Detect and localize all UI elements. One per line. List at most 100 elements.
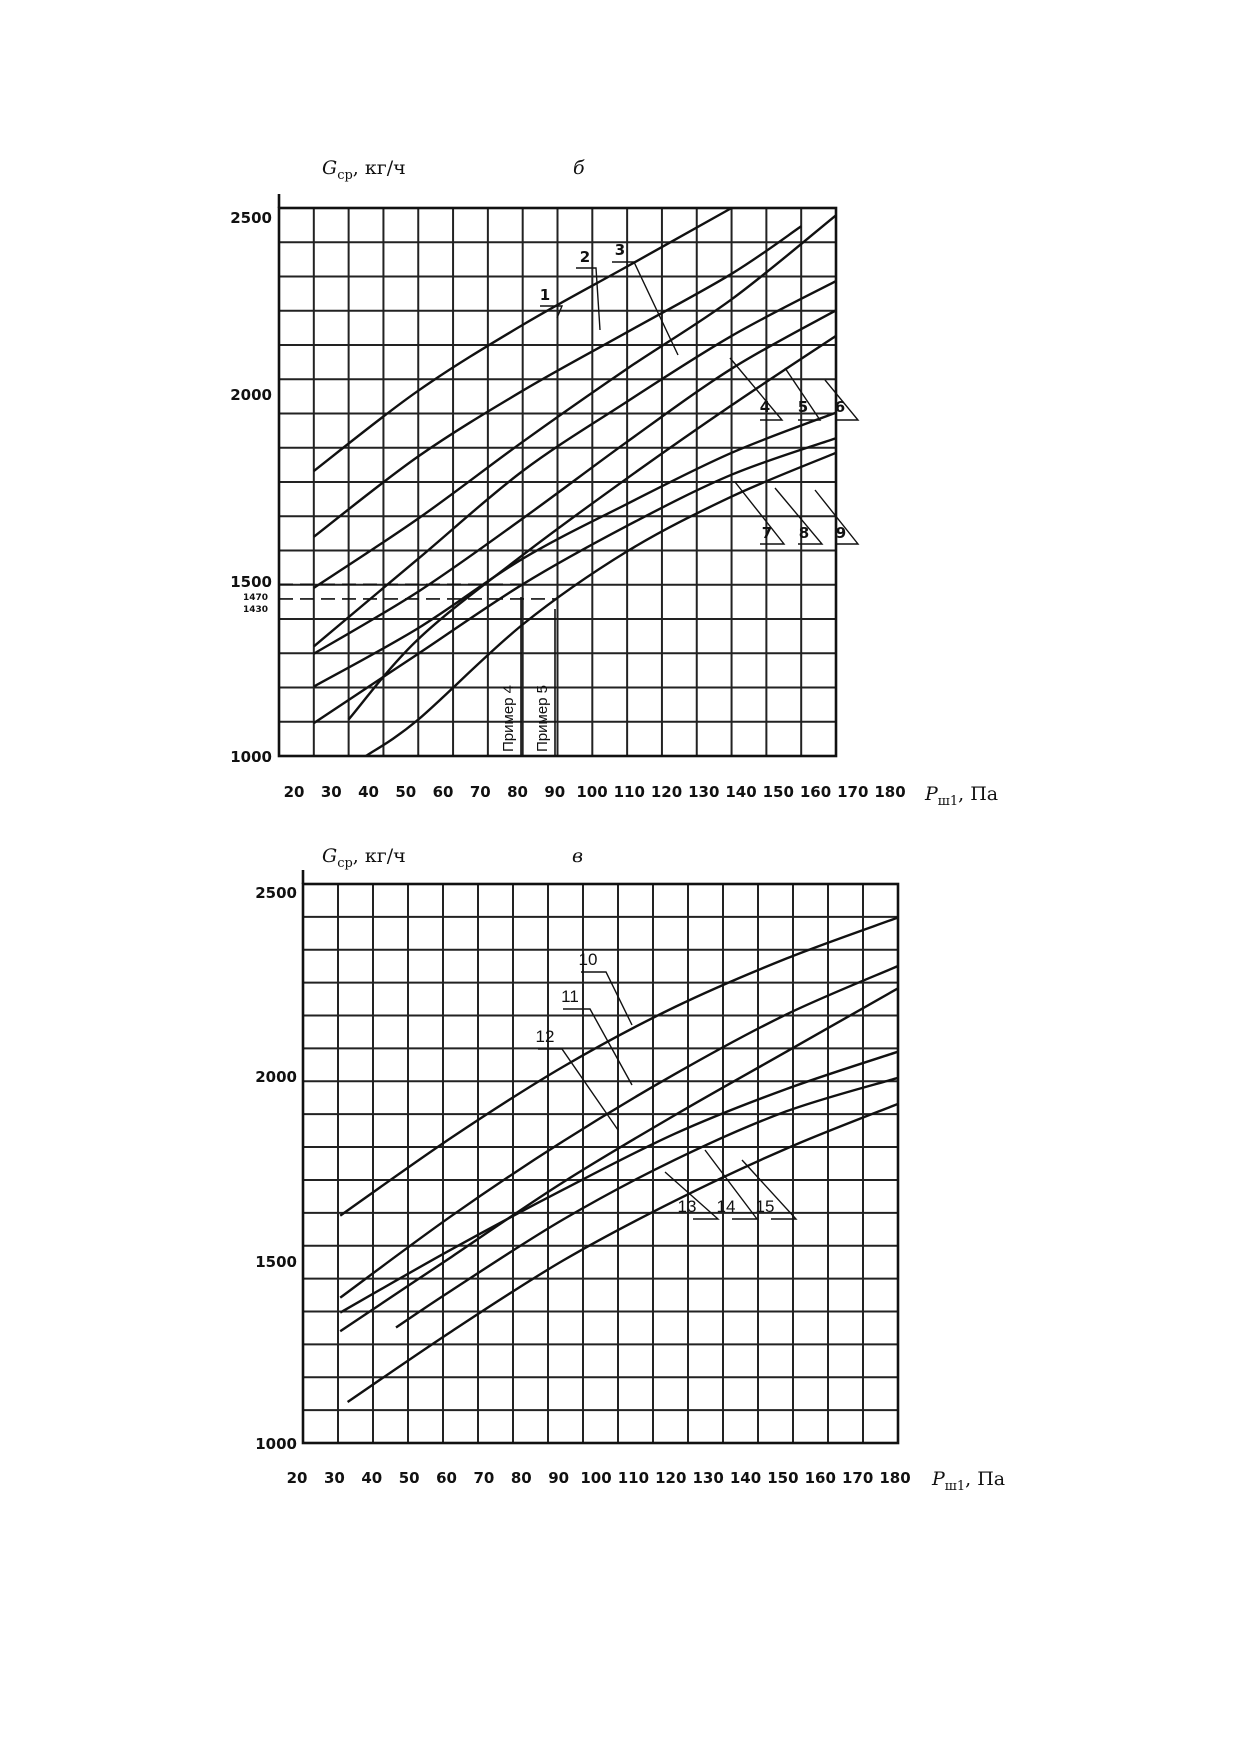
- series-label-12: 12: [536, 1027, 555, 1046]
- series-label-10: 10: [579, 950, 598, 969]
- series-line-6: [347, 334, 837, 721]
- leader-line-11: [563, 1008, 633, 1086]
- x-tick-label: 30: [324, 1469, 345, 1487]
- x-tick-label: 110: [614, 783, 645, 801]
- x-tick-label: 60: [433, 783, 454, 801]
- leader-line-13: [664, 1171, 720, 1220]
- x-tick-label: 130: [692, 1469, 723, 1487]
- x-tick-label: 170: [842, 1469, 873, 1487]
- series-label-3: 3: [615, 241, 625, 259]
- series-line-7: [313, 411, 837, 688]
- series-label-15: 15: [756, 1197, 775, 1216]
- panel-letter: в: [572, 845, 583, 867]
- series-line-1: [313, 206, 733, 472]
- chart-panel-b: 20 30 40 50 60 70 80 90 100 110 120 130 140 150 160 170…: [230, 157, 998, 809]
- y-extra-tick-label: 1470: [243, 593, 268, 603]
- x-tick-label: 140: [730, 1469, 761, 1487]
- x-tick-label: 40: [361, 1469, 382, 1487]
- x-tick-label: 120: [651, 783, 682, 801]
- x-tick-label: 160: [805, 1469, 836, 1487]
- leader-line-7: [734, 481, 786, 545]
- x-tick-label: 160: [800, 783, 831, 801]
- x-tick-label: 70: [470, 783, 491, 801]
- x-tick-label: 20: [284, 783, 305, 801]
- x-tick-label: 130: [688, 783, 719, 801]
- leader-line-5: [784, 367, 822, 421]
- leader-line-6: [824, 379, 860, 421]
- series-line-8: [313, 437, 837, 725]
- series-label-1: 1: [540, 286, 550, 304]
- leader-line-15: [741, 1159, 798, 1220]
- x-tick-label: 140: [725, 783, 756, 801]
- series-label-7: 7: [762, 524, 772, 542]
- grid: [278, 207, 837, 757]
- leader-line-8: [774, 487, 824, 545]
- x-tick-label: 110: [618, 1469, 649, 1487]
- series-label-5: 5: [798, 398, 808, 416]
- x-tick-label: 30: [321, 783, 342, 801]
- leader-line-2: [576, 267, 601, 331]
- x-tick-label: 170: [837, 783, 868, 801]
- panel-letter: б: [573, 157, 585, 179]
- grid: [302, 883, 899, 1444]
- y-tick-label: 2500: [255, 884, 297, 902]
- x-tick-label: 90: [548, 1469, 569, 1487]
- leader-line-9: [814, 489, 860, 545]
- series-label-2: 2: [580, 248, 590, 266]
- y-tick-label: 1000: [255, 1435, 297, 1453]
- x-tick-label: 150: [767, 1469, 798, 1487]
- series-line-11: [339, 964, 899, 1299]
- x-tick-label: 60: [436, 1469, 457, 1487]
- plot-frame: [277, 206, 838, 758]
- series-line-4: [313, 280, 837, 648]
- x-tick-label: 180: [879, 1469, 910, 1487]
- leader-line-12: [538, 1048, 619, 1131]
- y-tick-label: 2500: [230, 209, 272, 227]
- series-label-14: 14: [717, 1197, 736, 1216]
- x-axis-title: Pш1, Па: [924, 783, 998, 809]
- series-line-14: [395, 1076, 899, 1329]
- x-tick-label: 80: [507, 783, 528, 801]
- plot-frame: [301, 882, 900, 1445]
- series-line-2: [313, 225, 802, 538]
- y-extra-tick-label: 1430: [243, 605, 268, 615]
- x-tick-label: 180: [874, 783, 905, 801]
- x-tick-label: 40: [358, 783, 379, 801]
- x-tick-label: 50: [395, 783, 416, 801]
- y-tick-label: 1500: [230, 573, 272, 591]
- leader-line-14: [704, 1149, 759, 1220]
- leader-line-10: [581, 971, 633, 1026]
- series-line-15: [346, 1102, 899, 1403]
- x-tick-label: 20: [287, 1469, 308, 1487]
- y-tick-label: 1500: [255, 1253, 297, 1271]
- x-tick-label: 120: [655, 1469, 686, 1487]
- x-tick-label: 100: [580, 1469, 611, 1487]
- y-axis-title: Gср, кг/ч: [322, 157, 406, 183]
- x-tick-label: 50: [399, 1469, 420, 1487]
- x-tick-label: 90: [544, 783, 565, 801]
- series-label-11: 11: [561, 987, 579, 1006]
- series-line-10: [339, 916, 899, 1217]
- leader-line-4: [729, 357, 784, 421]
- x-tick-label: 70: [473, 1469, 494, 1487]
- series-label-4: 4: [760, 398, 770, 416]
- x-tick-label: 100: [576, 783, 607, 801]
- chart-panel-v: 20 30 40 50 60 70 80 90 100 110 120 130 140 150 160 170…: [255, 845, 1005, 1494]
- series-label-9: 9: [836, 524, 846, 542]
- series-label-13: 13: [678, 1197, 697, 1216]
- y-tick-label: 2000: [255, 1068, 297, 1086]
- series-line-12: [339, 987, 899, 1333]
- example-label: Пример 4: [500, 685, 517, 752]
- x-tick-label: 80: [511, 1469, 532, 1487]
- y-tick-label: 2000: [230, 386, 272, 404]
- y-axis-title: Gср, кг/ч: [322, 845, 406, 871]
- series-line-3: [313, 214, 837, 589]
- y-tick-label: 1000: [230, 748, 272, 766]
- series-line-13: [339, 1050, 899, 1314]
- leader-line-1: [540, 305, 564, 319]
- series-label-6: 6: [835, 398, 845, 416]
- example-label: Пример 5: [534, 685, 551, 752]
- x-tick-label: 150: [763, 783, 794, 801]
